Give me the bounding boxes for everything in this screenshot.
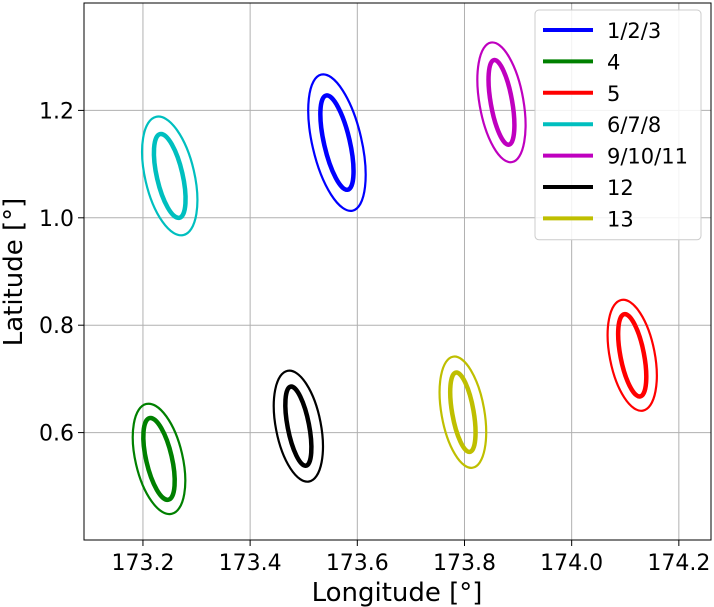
inner-error-ellipse xyxy=(615,311,649,399)
y-tick-label: 0.8 xyxy=(39,314,74,339)
y-tick-label: 1.0 xyxy=(39,207,74,232)
outer-error-ellipse xyxy=(476,41,527,164)
x-tick-label: 173.2 xyxy=(111,551,174,576)
inner-error-ellipse xyxy=(447,370,478,455)
legend-entry-label: 4 xyxy=(607,50,620,74)
outer-error-ellipse xyxy=(438,355,488,469)
x-axis-ticks: 173.2 173.4 173.6 173.8 174.0 174.2 xyxy=(111,540,710,576)
legend-entry-label: 1/2/3 xyxy=(607,19,661,43)
outer-error-ellipse xyxy=(272,369,325,483)
legend-entry-label: 13 xyxy=(607,207,634,231)
inner-error-ellipse xyxy=(283,384,314,468)
y-axis-label: Latitude [°] xyxy=(0,198,29,347)
legend-entry-label: 9/10/11 xyxy=(607,145,688,169)
x-tick-label: 174.0 xyxy=(540,551,603,576)
y-axis-ticks: 0.6 0.8 1.0 1.2 xyxy=(39,99,84,447)
legend-box xyxy=(534,9,702,241)
inner-error-ellipse xyxy=(486,57,517,147)
outer-error-ellipse xyxy=(131,402,187,516)
legend-entry-label: 6/7/8 xyxy=(607,113,661,137)
inner-error-ellipse xyxy=(141,415,177,503)
legend-entry-label: 5 xyxy=(607,82,620,106)
y-tick-label: 0.6 xyxy=(39,422,74,447)
x-tick-label: 173.4 xyxy=(219,551,282,576)
legend-entry-label: 12 xyxy=(607,176,634,200)
x-tick-label: 173.6 xyxy=(326,551,389,576)
y-tick-label: 1.2 xyxy=(39,99,74,124)
legend: 1/2/3 4 5 6/7/8 9/10/11 12 13 xyxy=(534,9,702,241)
plot-frame xyxy=(83,2,712,541)
x-axis-label: Longitude [°] xyxy=(312,578,483,607)
x-tick-label: 174.2 xyxy=(647,551,710,576)
x-tick-label: 173.8 xyxy=(433,551,496,576)
error-ellipses xyxy=(131,41,658,516)
outer-error-ellipse xyxy=(307,73,367,212)
inner-error-ellipse xyxy=(318,93,356,193)
outer-error-ellipse xyxy=(606,298,658,412)
inner-error-ellipse xyxy=(151,131,188,221)
outer-error-ellipse xyxy=(141,115,199,237)
